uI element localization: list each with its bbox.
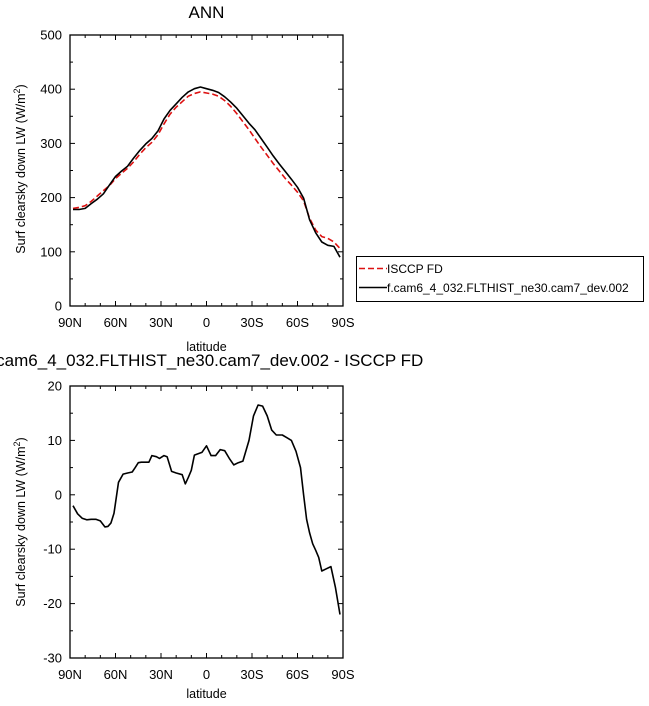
- top-x-tick-label-30n: 30N: [149, 315, 173, 330]
- top-y-axis-label: Surf clearsky down LW (W/m2): [12, 84, 28, 253]
- top-y-tick-label-500: 500: [40, 28, 62, 43]
- top-x-tick-label-90n: 90N: [58, 315, 82, 330]
- top-y-tick-label-300: 300: [40, 136, 62, 151]
- top-panel: ANN 90N 60N 30N 0 30S 60S 90S0100200300400500 …: [12, 3, 355, 354]
- top-x-tick-label-60n: 60N: [104, 315, 128, 330]
- bottom-x-tick-label-60s: 60S: [286, 667, 309, 682]
- bottom-x-tick-label-0: 0: [203, 667, 210, 682]
- chart-title-difference: f.cam6_4_032.FLTHIST_ne30.cam7_dev.002 -…: [0, 351, 423, 370]
- bottom-x-tick-label-60n: 60N: [104, 667, 128, 682]
- bottom-series-line-0: [72, 404, 341, 615]
- bottom-y-axis-label: Surf clearsky down LW (W/m2): [12, 437, 28, 606]
- top-x-tick-label-0: 0: [203, 315, 210, 330]
- bottom-plot-area: 90N 60N 30N 0 30S 60S 90S -30 -20 -10 0 10 20: [43, 379, 355, 683]
- bottom-panel: f.cam6_4_032.FLTHIST_ne30.cam7_dev.002 -…: [0, 351, 423, 701]
- top-plot-area: 90N 60N 30N 0 30S 60S 90S 0 100 200 300 400 500: [40, 28, 355, 331]
- top-y-tick-label-0: 0: [55, 299, 62, 314]
- bottom-x-tick-label-90n: 90N: [58, 667, 82, 682]
- top-y-axis-label-tail: ): [14, 84, 28, 88]
- bottom-y-tick-label-20: 20: [48, 379, 62, 394]
- bottom-y-tick-label-0: 0: [55, 487, 62, 502]
- top-y-tick-label-100: 100: [40, 244, 62, 259]
- top-x-tick-label-90s: 90S: [331, 315, 354, 330]
- bottom-x-axis-label: latitude: [186, 687, 226, 701]
- bottom-y-tick-label-10: 10: [48, 433, 62, 448]
- top-y-tick-label-400: 400: [40, 82, 62, 97]
- bottom-x-tick-label-30s: 30S: [240, 667, 263, 682]
- top-x-tick-label-30s: 30S: [240, 315, 263, 330]
- top-x-axis-label: latitude: [186, 340, 226, 354]
- bottom-x-tick-label-90s: 90S: [331, 667, 354, 682]
- top-x-tick-label-60s: 60S: [286, 315, 309, 330]
- legend-box: [356, 256, 644, 302]
- legend-label-model: f.cam6_4_032.FLTHIST_ne30.cam7_dev.002: [387, 281, 629, 295]
- top-plot-frame: [69, 34, 344, 307]
- bottom-y-axis-label-tail: ): [14, 437, 28, 441]
- legend: ISCCP FD f.cam6_4_032.FLTHIST_ne30.cam7_…: [356, 256, 644, 302]
- bottom-y-axis-label-main: Surf clearsky down LW (W/m: [14, 446, 28, 606]
- top-series-line-1: [73, 86, 341, 258]
- legend-label-isccp: ISCCP FD: [387, 262, 443, 276]
- bottom-y-tick-label-neg30: -30: [43, 651, 62, 666]
- top-series-line-0: [72, 91, 341, 250]
- bottom-y-tick-label-neg10: -10: [43, 542, 62, 557]
- bottom-y-tick-label-neg20: -20: [43, 596, 62, 611]
- chart-title-ann: ANN: [189, 3, 225, 22]
- top-y-tick-label-200: 200: [40, 190, 62, 205]
- bottom-y-axis-label-superscript: 2: [12, 441, 22, 446]
- bottom-x-tick-label-30n: 30N: [149, 667, 173, 682]
- top-y-axis-label-main: Surf clearsky down LW (W/m: [14, 93, 28, 253]
- top-y-axis-label-superscript: 2: [12, 88, 22, 93]
